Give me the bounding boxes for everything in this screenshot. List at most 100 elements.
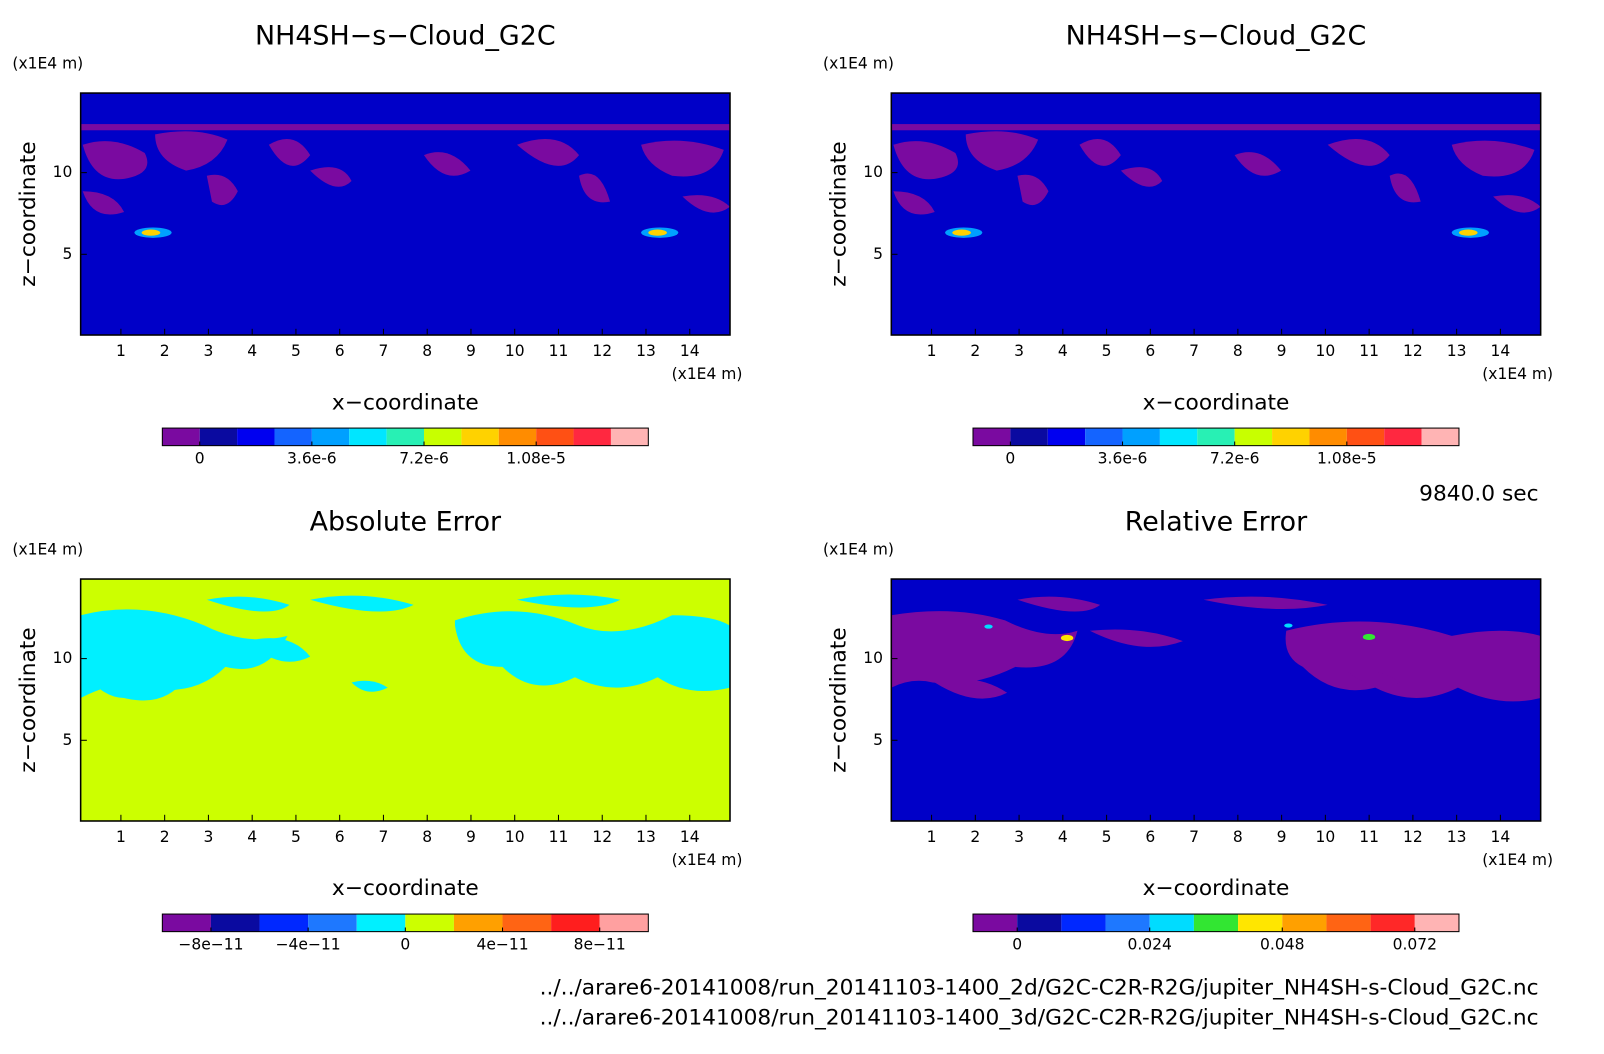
x-tick-label: 9 xyxy=(1277,828,1287,846)
x-tick-label: 13 xyxy=(1447,342,1467,360)
x-tick-label: 14 xyxy=(680,828,700,846)
colorbar-box xyxy=(162,428,200,446)
x-tick-label: 9 xyxy=(466,342,476,360)
y-unit: (x1E4 m) xyxy=(12,55,83,73)
chart-title: Absolute Error xyxy=(310,507,502,538)
colorbar-box xyxy=(210,914,260,932)
x-tick-label: 5 xyxy=(291,828,301,846)
colorbar-box xyxy=(386,428,425,446)
x-tick-label: 1 xyxy=(116,342,126,360)
colorbar-tick-label: 1.08e-5 xyxy=(1317,450,1377,468)
colorbar-tick-label: 1.08e-5 xyxy=(506,450,566,468)
colorbar-box xyxy=(1197,428,1235,446)
contours xyxy=(80,594,731,701)
x-tick-label: 5 xyxy=(291,342,301,360)
colorbar-box xyxy=(498,428,537,446)
colorbar-box xyxy=(1238,914,1283,932)
plot-frame xyxy=(79,578,731,822)
panel: NH4SH−s−Cloud_G2C (x1E4 m) (x1E4 m) x−coord… xyxy=(12,21,742,468)
colorbar-tick-label: 3.6e-6 xyxy=(287,450,337,468)
y-tick-label: 10 xyxy=(863,163,883,181)
y-tick-label: 10 xyxy=(53,649,73,667)
x-unit: (x1E4 m) xyxy=(1482,365,1553,383)
x-tick-label: 4 xyxy=(247,828,257,846)
y-tick-label: 10 xyxy=(863,649,883,667)
x-tick-label: 7 xyxy=(379,342,389,360)
x-tick-label: 14 xyxy=(1491,828,1511,846)
colorbar-box xyxy=(405,914,454,932)
y-axis-label: z−coordinate xyxy=(16,141,41,286)
x-tick-label: 12 xyxy=(592,828,612,846)
colorbar-tick-label: 0 xyxy=(1005,450,1015,468)
x-tick-label: 13 xyxy=(1447,828,1467,846)
colorbar-box xyxy=(1282,914,1327,932)
x-tick-label: 3 xyxy=(1014,342,1024,360)
x-tick-label: 6 xyxy=(335,342,345,360)
x-tick-label: 9 xyxy=(466,828,476,846)
colorbar-box xyxy=(1122,428,1160,446)
x-tick-label: 10 xyxy=(505,342,525,360)
colorbar-box xyxy=(551,914,600,932)
colorbar-box xyxy=(237,428,275,446)
y-tick-label: 5 xyxy=(63,245,73,263)
file-path: ../../arare6-20141008/run_20141103-1400_… xyxy=(540,1005,1539,1030)
x-tick-label: 3 xyxy=(203,342,213,360)
colorbar-box xyxy=(1085,428,1123,446)
x-tick-label: 10 xyxy=(1316,342,1336,360)
y-tick-label: 10 xyxy=(53,163,73,181)
colorbar-box xyxy=(1047,428,1086,446)
x-tick-label: 1 xyxy=(116,828,126,846)
chart-title: NH4SH−s−Cloud_G2C xyxy=(1066,21,1367,52)
x-tick-label: 1 xyxy=(927,342,937,360)
colorbar-tick-label: 7.2e-6 xyxy=(399,450,449,468)
colorbar-box xyxy=(573,428,611,446)
y-tick-label: 5 xyxy=(873,245,883,263)
colorbar-tick-label: 8e−11 xyxy=(574,936,626,954)
x-tick-label: 12 xyxy=(592,342,612,360)
y-unit: (x1E4 m) xyxy=(12,541,83,559)
colorbar-box xyxy=(1105,914,1150,932)
colorbar-box xyxy=(610,428,649,446)
colorbar-box xyxy=(1326,914,1371,932)
x-unit: (x1E4 m) xyxy=(672,851,743,869)
x-tick-label: 6 xyxy=(1145,828,1155,846)
x-tick-label: 3 xyxy=(203,828,213,846)
x-tick-label: 11 xyxy=(1359,828,1379,846)
x-axis-label: x−coordinate xyxy=(1143,876,1290,901)
colorbar-box xyxy=(1414,914,1459,932)
y-unit: (x1E4 m) xyxy=(823,541,894,559)
y-axis-label: z−coordinate xyxy=(827,141,852,286)
colorbar-box xyxy=(424,428,462,446)
x-axis-label: x−coordinate xyxy=(1143,390,1290,415)
x-tick-label: 13 xyxy=(636,828,656,846)
y-tick-label: 5 xyxy=(873,731,883,749)
colorbar-tick-label: 0.024 xyxy=(1128,936,1172,954)
colorbar-box xyxy=(1309,428,1347,446)
x-tick-label: 8 xyxy=(422,342,432,360)
colorbar-tick-label: 4e−11 xyxy=(476,936,528,954)
colorbar-box xyxy=(1061,914,1106,932)
colorbar-tick-label: 0.048 xyxy=(1260,936,1304,954)
colorbar-tick-label: −8e−11 xyxy=(178,936,243,954)
y-tick-label: 5 xyxy=(63,731,73,749)
colorbar-box xyxy=(1384,428,1422,446)
x-tick-label: 13 xyxy=(636,342,656,360)
colorbar-box xyxy=(349,428,387,446)
time-label: 9840.0 sec xyxy=(1419,481,1538,506)
colorbar-box xyxy=(1421,428,1459,446)
y-axis-label: z−coordinate xyxy=(16,627,41,772)
colorbar-tick-label: 0 xyxy=(195,450,205,468)
colorbar-box xyxy=(1149,914,1194,932)
colorbar-box xyxy=(356,914,406,932)
colorbar-box xyxy=(1010,428,1048,446)
plot-frame xyxy=(890,92,1542,336)
x-tick-label: 8 xyxy=(1233,342,1243,360)
x-tick-label: 14 xyxy=(680,342,700,360)
x-tick-label: 6 xyxy=(335,828,345,846)
colorbar-frame xyxy=(161,427,649,447)
x-tick-label: 11 xyxy=(549,342,569,360)
plot-frame xyxy=(79,92,731,336)
x-axis-label: x−coordinate xyxy=(332,390,479,415)
colorbar-frame xyxy=(972,427,1460,447)
contours xyxy=(891,596,1541,702)
